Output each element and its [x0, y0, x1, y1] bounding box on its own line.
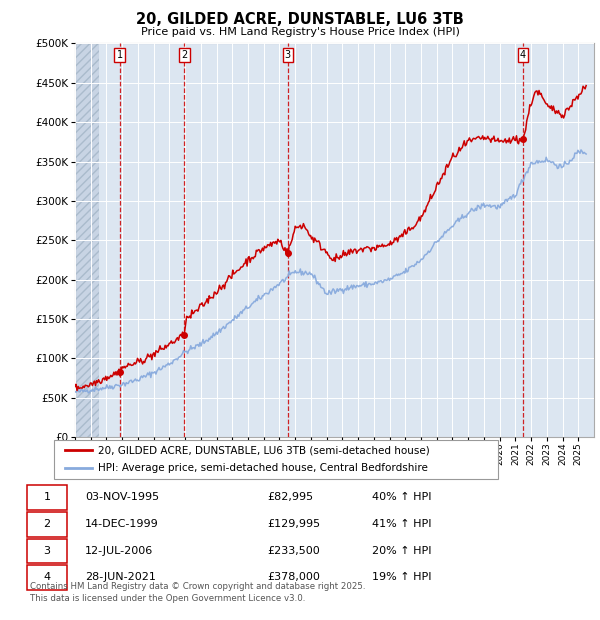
Text: £82,995: £82,995 — [268, 492, 313, 502]
Text: 20, GILDED ACRE, DUNSTABLE, LU6 3TB (semi-detached house): 20, GILDED ACRE, DUNSTABLE, LU6 3TB (sem… — [98, 445, 430, 455]
Text: 4: 4 — [44, 572, 50, 582]
Text: £233,500: £233,500 — [268, 546, 320, 556]
Text: 3: 3 — [44, 546, 50, 556]
Text: 40% ↑ HPI: 40% ↑ HPI — [372, 492, 432, 502]
Bar — [75, 43, 98, 437]
Text: £378,000: £378,000 — [268, 572, 320, 582]
Text: 3: 3 — [285, 50, 291, 60]
Text: 1: 1 — [44, 492, 50, 502]
Text: 20% ↑ HPI: 20% ↑ HPI — [372, 546, 432, 556]
Text: 41% ↑ HPI: 41% ↑ HPI — [372, 519, 432, 529]
Text: 4: 4 — [520, 50, 526, 60]
Text: Contains HM Land Registry data © Crown copyright and database right 2025.
This d: Contains HM Land Registry data © Crown c… — [30, 582, 365, 603]
Text: 1: 1 — [116, 50, 123, 60]
Text: 19% ↑ HPI: 19% ↑ HPI — [372, 572, 432, 582]
Text: 2: 2 — [44, 519, 50, 529]
Text: £129,995: £129,995 — [268, 519, 320, 529]
Text: 12-JUL-2006: 12-JUL-2006 — [85, 546, 154, 556]
Text: 03-NOV-1995: 03-NOV-1995 — [85, 492, 160, 502]
FancyBboxPatch shape — [27, 485, 67, 510]
Text: 20, GILDED ACRE, DUNSTABLE, LU6 3TB: 20, GILDED ACRE, DUNSTABLE, LU6 3TB — [136, 12, 464, 27]
FancyBboxPatch shape — [27, 565, 67, 590]
Text: Price paid vs. HM Land Registry's House Price Index (HPI): Price paid vs. HM Land Registry's House … — [140, 27, 460, 37]
Text: 14-DEC-1999: 14-DEC-1999 — [85, 519, 159, 529]
FancyBboxPatch shape — [54, 440, 498, 479]
FancyBboxPatch shape — [27, 539, 67, 564]
Text: HPI: Average price, semi-detached house, Central Bedfordshire: HPI: Average price, semi-detached house,… — [98, 463, 428, 473]
Text: 28-JUN-2021: 28-JUN-2021 — [85, 572, 156, 582]
Text: 2: 2 — [181, 50, 187, 60]
FancyBboxPatch shape — [27, 512, 67, 537]
